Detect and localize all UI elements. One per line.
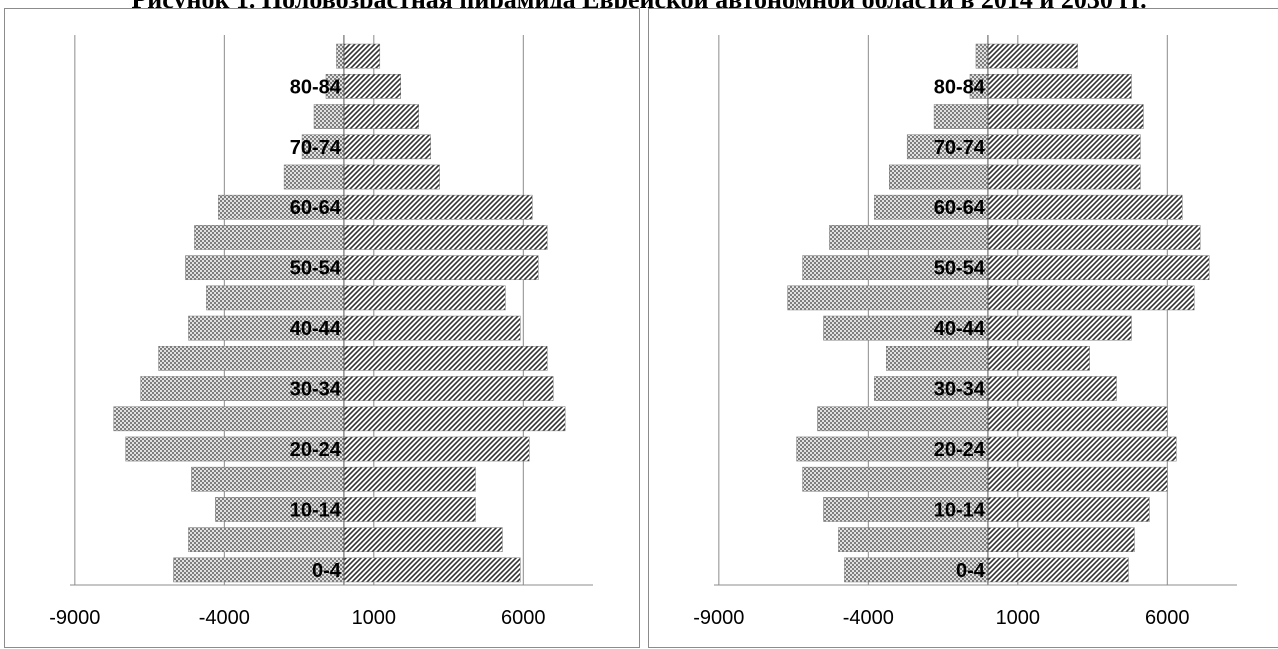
bar-left-40-44 (188, 315, 345, 341)
category-label-10-14: 10-14 (290, 499, 342, 521)
bar-right-75-79 (987, 104, 1144, 129)
bar-right-85+ (343, 43, 381, 69)
category-label-20-24: 20-24 (934, 439, 986, 461)
bar-left-65-69 (889, 164, 989, 190)
category-label-40-44: 40-44 (290, 318, 342, 340)
bar-left-15-19 (191, 466, 345, 492)
category-label-50-54: 50-54 (290, 258, 342, 280)
bar-right-0-4 (343, 557, 521, 583)
tick-label: 1000 (352, 607, 397, 629)
bar-right-30-34 (343, 376, 554, 401)
tick-label: 6000 (1145, 607, 1190, 629)
bar-right-40-44 (987, 315, 1132, 341)
bar-right-55-59 (343, 225, 548, 250)
bar-right-55-59 (987, 225, 1201, 250)
bar-right-80-84 (343, 73, 401, 99)
bar-left-25-29 (817, 406, 989, 432)
bar-right-15-19 (987, 466, 1168, 492)
bar-right-45-49 (343, 285, 506, 311)
bar-right-70-74 (343, 134, 431, 160)
bar-left-75-79 (933, 104, 989, 129)
bar-right-10-14 (343, 497, 476, 522)
bar-right-60-64 (987, 194, 1183, 220)
bar-right-50-54 (343, 255, 539, 281)
bar-left-25-29 (113, 406, 345, 432)
bar-right-70-74 (987, 134, 1141, 160)
tick-label: -9000 (49, 607, 100, 629)
category-label-70-74: 70-74 (290, 137, 342, 159)
bar-left-60-64 (874, 194, 989, 220)
bar-right-85+ (987, 43, 1078, 69)
bar-right-5-9 (987, 527, 1135, 553)
bar-right-30-34 (987, 376, 1117, 401)
pyramid-chart-right: 0-4 10-14 20-24 30-34 40-44 50-54 60-64 70-74 80… (648, 8, 1278, 648)
bar-left-45-49 (206, 285, 345, 311)
bar-left-30-34 (874, 376, 989, 401)
tick-label: 6000 (501, 607, 546, 629)
bar-left-50-54 (185, 255, 345, 281)
bar-left-10-14 (823, 497, 989, 522)
bar-right-65-69 (987, 164, 1141, 190)
bar-right-0-4 (987, 557, 1129, 583)
category-label-50-54: 50-54 (934, 258, 986, 280)
bar-left-55-59 (194, 225, 345, 250)
bar-right-25-29 (987, 406, 1168, 432)
tick-label: -9000 (693, 607, 744, 629)
bar-left-35-39 (886, 345, 989, 371)
bar-left-70-74 (301, 134, 345, 160)
category-label-0-4: 0-4 (312, 560, 342, 582)
bar-left-85+ (336, 43, 345, 69)
category-label-0-4: 0-4 (956, 560, 986, 582)
category-label-60-64: 60-64 (290, 197, 342, 219)
bar-left-45-49 (787, 285, 989, 311)
pyramid-svg-left: 0-4 10-14 20-24 30-34 40-44 50-54 60-64 70-74 80… (49, 35, 593, 629)
bar-right-20-24 (987, 436, 1177, 462)
bar-left-20-24 (125, 436, 345, 462)
bar-right-40-44 (343, 315, 521, 341)
tick-label: -4000 (199, 607, 250, 629)
bar-right-65-69 (343, 164, 440, 190)
bar-left-5-9 (188, 527, 345, 553)
bar-right-50-54 (987, 255, 1210, 281)
bar-left-15-19 (802, 466, 989, 492)
bar-left-0-4 (173, 557, 345, 583)
category-label-80-84: 80-84 (290, 76, 342, 98)
bar-left-65-69 (283, 164, 345, 190)
bar-left-30-34 (140, 376, 345, 401)
bar-left-60-64 (218, 194, 345, 220)
bar-left-0-4 (844, 557, 989, 583)
tick-label: 1000 (996, 607, 1041, 629)
pyramid-svg-right: 0-4 10-14 20-24 30-34 40-44 50-54 60-64 70-74 80… (693, 35, 1237, 629)
bar-right-75-79 (343, 104, 419, 129)
category-label-80-84: 80-84 (934, 76, 986, 98)
category-label-70-74: 70-74 (934, 137, 986, 159)
category-label-30-34: 30-34 (934, 379, 986, 401)
bar-right-25-29 (343, 406, 566, 432)
bar-right-35-39 (987, 345, 1090, 371)
bar-left-35-39 (158, 345, 345, 371)
bar-right-60-64 (343, 194, 533, 220)
bar-right-35-39 (343, 345, 548, 371)
bar-left-55-59 (829, 225, 989, 250)
bar-right-20-24 (343, 436, 530, 462)
bar-right-45-49 (987, 285, 1195, 311)
bar-left-20-24 (796, 436, 989, 462)
bar-right-5-9 (343, 527, 503, 553)
bar-right-10-14 (987, 497, 1150, 522)
bar-left-85+ (975, 43, 989, 69)
category-label-30-34: 30-34 (290, 379, 342, 401)
category-label-10-14: 10-14 (934, 499, 986, 521)
bar-left-75-79 (313, 104, 345, 129)
category-label-20-24: 20-24 (290, 439, 342, 461)
category-label-60-64: 60-64 (934, 197, 986, 219)
category-label-40-44: 40-44 (934, 318, 986, 340)
bar-right-15-19 (343, 466, 476, 492)
tick-label: -4000 (843, 607, 894, 629)
bar-left-70-74 (906, 134, 989, 160)
bar-left-5-9 (838, 527, 989, 553)
pyramid-chart-left: 0-4 10-14 20-24 30-34 40-44 50-54 60-64 70-74 80… (4, 8, 640, 648)
bar-right-80-84 (987, 73, 1132, 99)
